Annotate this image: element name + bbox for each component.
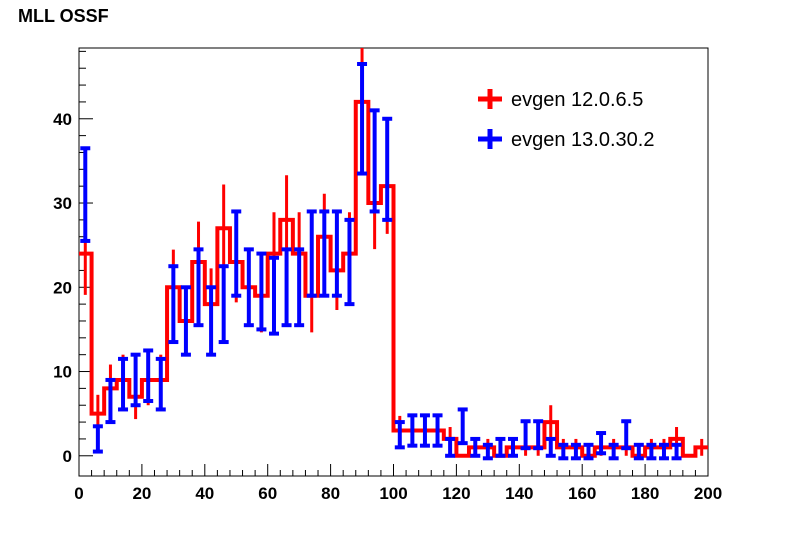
y-tick-label: 20 (53, 278, 72, 297)
histogram-step-line (79, 99, 708, 458)
y-tick-label: 10 (53, 363, 72, 382)
x-tick-label: 180 (631, 484, 659, 503)
y-tick-label: 30 (53, 194, 72, 213)
x-tick-label: 20 (132, 484, 151, 503)
axis-labels: 0 20 40 60 80 100 120 140 160 180 200 0 10 20 30 40 (53, 110, 722, 503)
legend: evgen 12.0.6.5 evgen 13.0.30.2 (478, 89, 654, 151)
x-tick-label: 100 (379, 484, 407, 503)
legend-label-blue: evgen 13.0.30.2 (511, 129, 654, 151)
axis-ticks (78, 50, 709, 476)
chart-title: MLL OSSF (18, 6, 109, 26)
x-tick-label: 160 (568, 484, 596, 503)
y-tick-label: 40 (53, 110, 72, 129)
x-tick-label: 140 (505, 484, 533, 503)
y-tick-label: 0 (63, 447, 72, 466)
legend-label-red: evgen 12.0.6.5 (511, 89, 643, 111)
x-tick-label: 80 (321, 484, 340, 503)
x-tick-label: 60 (258, 484, 277, 503)
x-tick-label: 40 (195, 484, 214, 503)
x-tick-label: 0 (74, 484, 83, 503)
legend-marker-blue (478, 129, 502, 149)
legend-marker-red (478, 89, 502, 109)
x-tick-label: 200 (694, 484, 722, 503)
series-evgen-13-0-30-2 (80, 62, 682, 461)
x-tick-label: 120 (442, 484, 470, 503)
